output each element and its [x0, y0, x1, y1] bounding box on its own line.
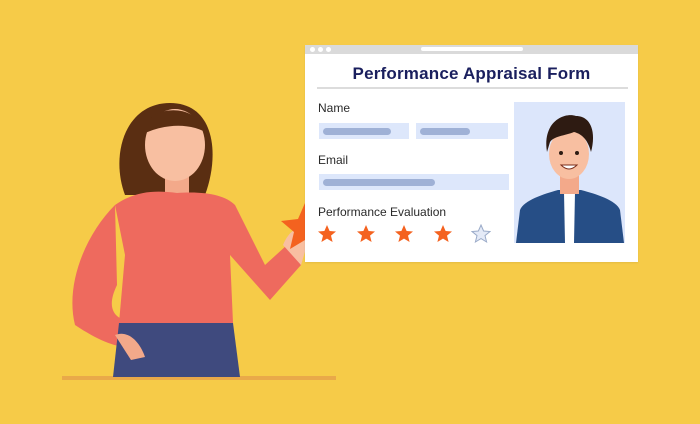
appraisal-form-window: Performance Appraisal Form Name Email Pe…: [305, 45, 638, 262]
evaluation-label: Performance Evaluation: [318, 205, 447, 219]
window-dot[interactable]: [318, 47, 323, 52]
star-filled-icon[interactable]: [356, 224, 376, 244]
window-dot[interactable]: [310, 47, 315, 52]
woman-illustration: [72, 103, 329, 377]
star-filled-icon[interactable]: [394, 224, 414, 244]
floor-line: [62, 376, 336, 380]
email-field[interactable]: [319, 174, 509, 190]
title-divider: [317, 87, 628, 89]
employee-photo: [514, 102, 625, 243]
star-filled-icon[interactable]: [433, 224, 453, 244]
star-empty-icon[interactable]: [470, 223, 492, 244]
email-label: Email: [318, 153, 349, 167]
address-bar[interactable]: [421, 47, 523, 51]
window-titlebar: [305, 45, 638, 54]
name-label: Name: [318, 101, 351, 115]
window-dot[interactable]: [326, 47, 331, 52]
star-filled-icon[interactable]: [317, 224, 337, 244]
last-name-field[interactable]: [416, 123, 508, 139]
first-name-field[interactable]: [319, 123, 409, 139]
form-title: Performance Appraisal Form: [352, 64, 591, 83]
